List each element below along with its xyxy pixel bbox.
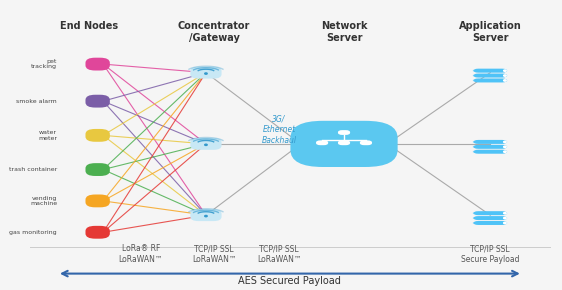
FancyBboxPatch shape bbox=[85, 226, 110, 239]
FancyBboxPatch shape bbox=[473, 211, 507, 215]
Circle shape bbox=[504, 80, 506, 81]
Circle shape bbox=[504, 70, 506, 71]
Text: End Nodes: End Nodes bbox=[61, 21, 119, 31]
FancyBboxPatch shape bbox=[85, 195, 110, 207]
Text: AES Secured Payload: AES Secured Payload bbox=[238, 276, 341, 287]
FancyBboxPatch shape bbox=[473, 150, 507, 154]
FancyBboxPatch shape bbox=[85, 58, 110, 70]
Text: TCP/IP SSL
LoRaWAN™: TCP/IP SSL LoRaWAN™ bbox=[257, 244, 301, 264]
FancyBboxPatch shape bbox=[338, 140, 350, 145]
FancyBboxPatch shape bbox=[85, 95, 110, 108]
FancyBboxPatch shape bbox=[360, 140, 372, 145]
FancyBboxPatch shape bbox=[291, 121, 398, 167]
Text: LoRa® RF
LoRaWAN™: LoRa® RF LoRaWAN™ bbox=[119, 244, 163, 264]
Circle shape bbox=[205, 144, 207, 146]
Circle shape bbox=[504, 222, 506, 224]
FancyBboxPatch shape bbox=[85, 129, 110, 142]
FancyBboxPatch shape bbox=[473, 216, 507, 220]
Circle shape bbox=[205, 73, 207, 74]
FancyBboxPatch shape bbox=[473, 145, 507, 149]
FancyBboxPatch shape bbox=[473, 221, 507, 225]
Text: TCP/IP SSL
LoRaWAN™: TCP/IP SSL LoRaWAN™ bbox=[192, 244, 237, 264]
Circle shape bbox=[504, 146, 506, 148]
Circle shape bbox=[504, 218, 506, 219]
Text: vending
machine: vending machine bbox=[30, 195, 57, 206]
Circle shape bbox=[504, 213, 506, 214]
FancyBboxPatch shape bbox=[473, 74, 507, 77]
FancyBboxPatch shape bbox=[473, 69, 507, 73]
Circle shape bbox=[504, 75, 506, 76]
Text: Application
Server: Application Server bbox=[459, 21, 522, 43]
Text: trash container: trash container bbox=[9, 167, 57, 172]
Text: Network
Server: Network Server bbox=[321, 21, 368, 43]
FancyBboxPatch shape bbox=[473, 79, 507, 82]
Text: Concentrator
/Gateway: Concentrator /Gateway bbox=[178, 21, 250, 43]
FancyBboxPatch shape bbox=[191, 67, 221, 79]
Text: smoke alarm: smoke alarm bbox=[16, 99, 57, 104]
FancyBboxPatch shape bbox=[473, 140, 507, 144]
Text: TCP/IP SSL
Secure Payload: TCP/IP SSL Secure Payload bbox=[461, 244, 519, 264]
Text: water
meter: water meter bbox=[38, 130, 57, 141]
Text: 3G/
Ethernet
Backhaul: 3G/ Ethernet Backhaul bbox=[261, 115, 297, 144]
Text: gas monitoring: gas monitoring bbox=[10, 230, 57, 235]
FancyBboxPatch shape bbox=[85, 163, 110, 176]
FancyBboxPatch shape bbox=[191, 138, 221, 150]
Circle shape bbox=[504, 151, 506, 153]
FancyBboxPatch shape bbox=[338, 130, 350, 135]
Circle shape bbox=[205, 215, 207, 217]
FancyBboxPatch shape bbox=[191, 209, 221, 221]
Circle shape bbox=[504, 141, 506, 143]
FancyBboxPatch shape bbox=[316, 140, 328, 145]
Text: pet
tracking: pet tracking bbox=[31, 59, 57, 70]
